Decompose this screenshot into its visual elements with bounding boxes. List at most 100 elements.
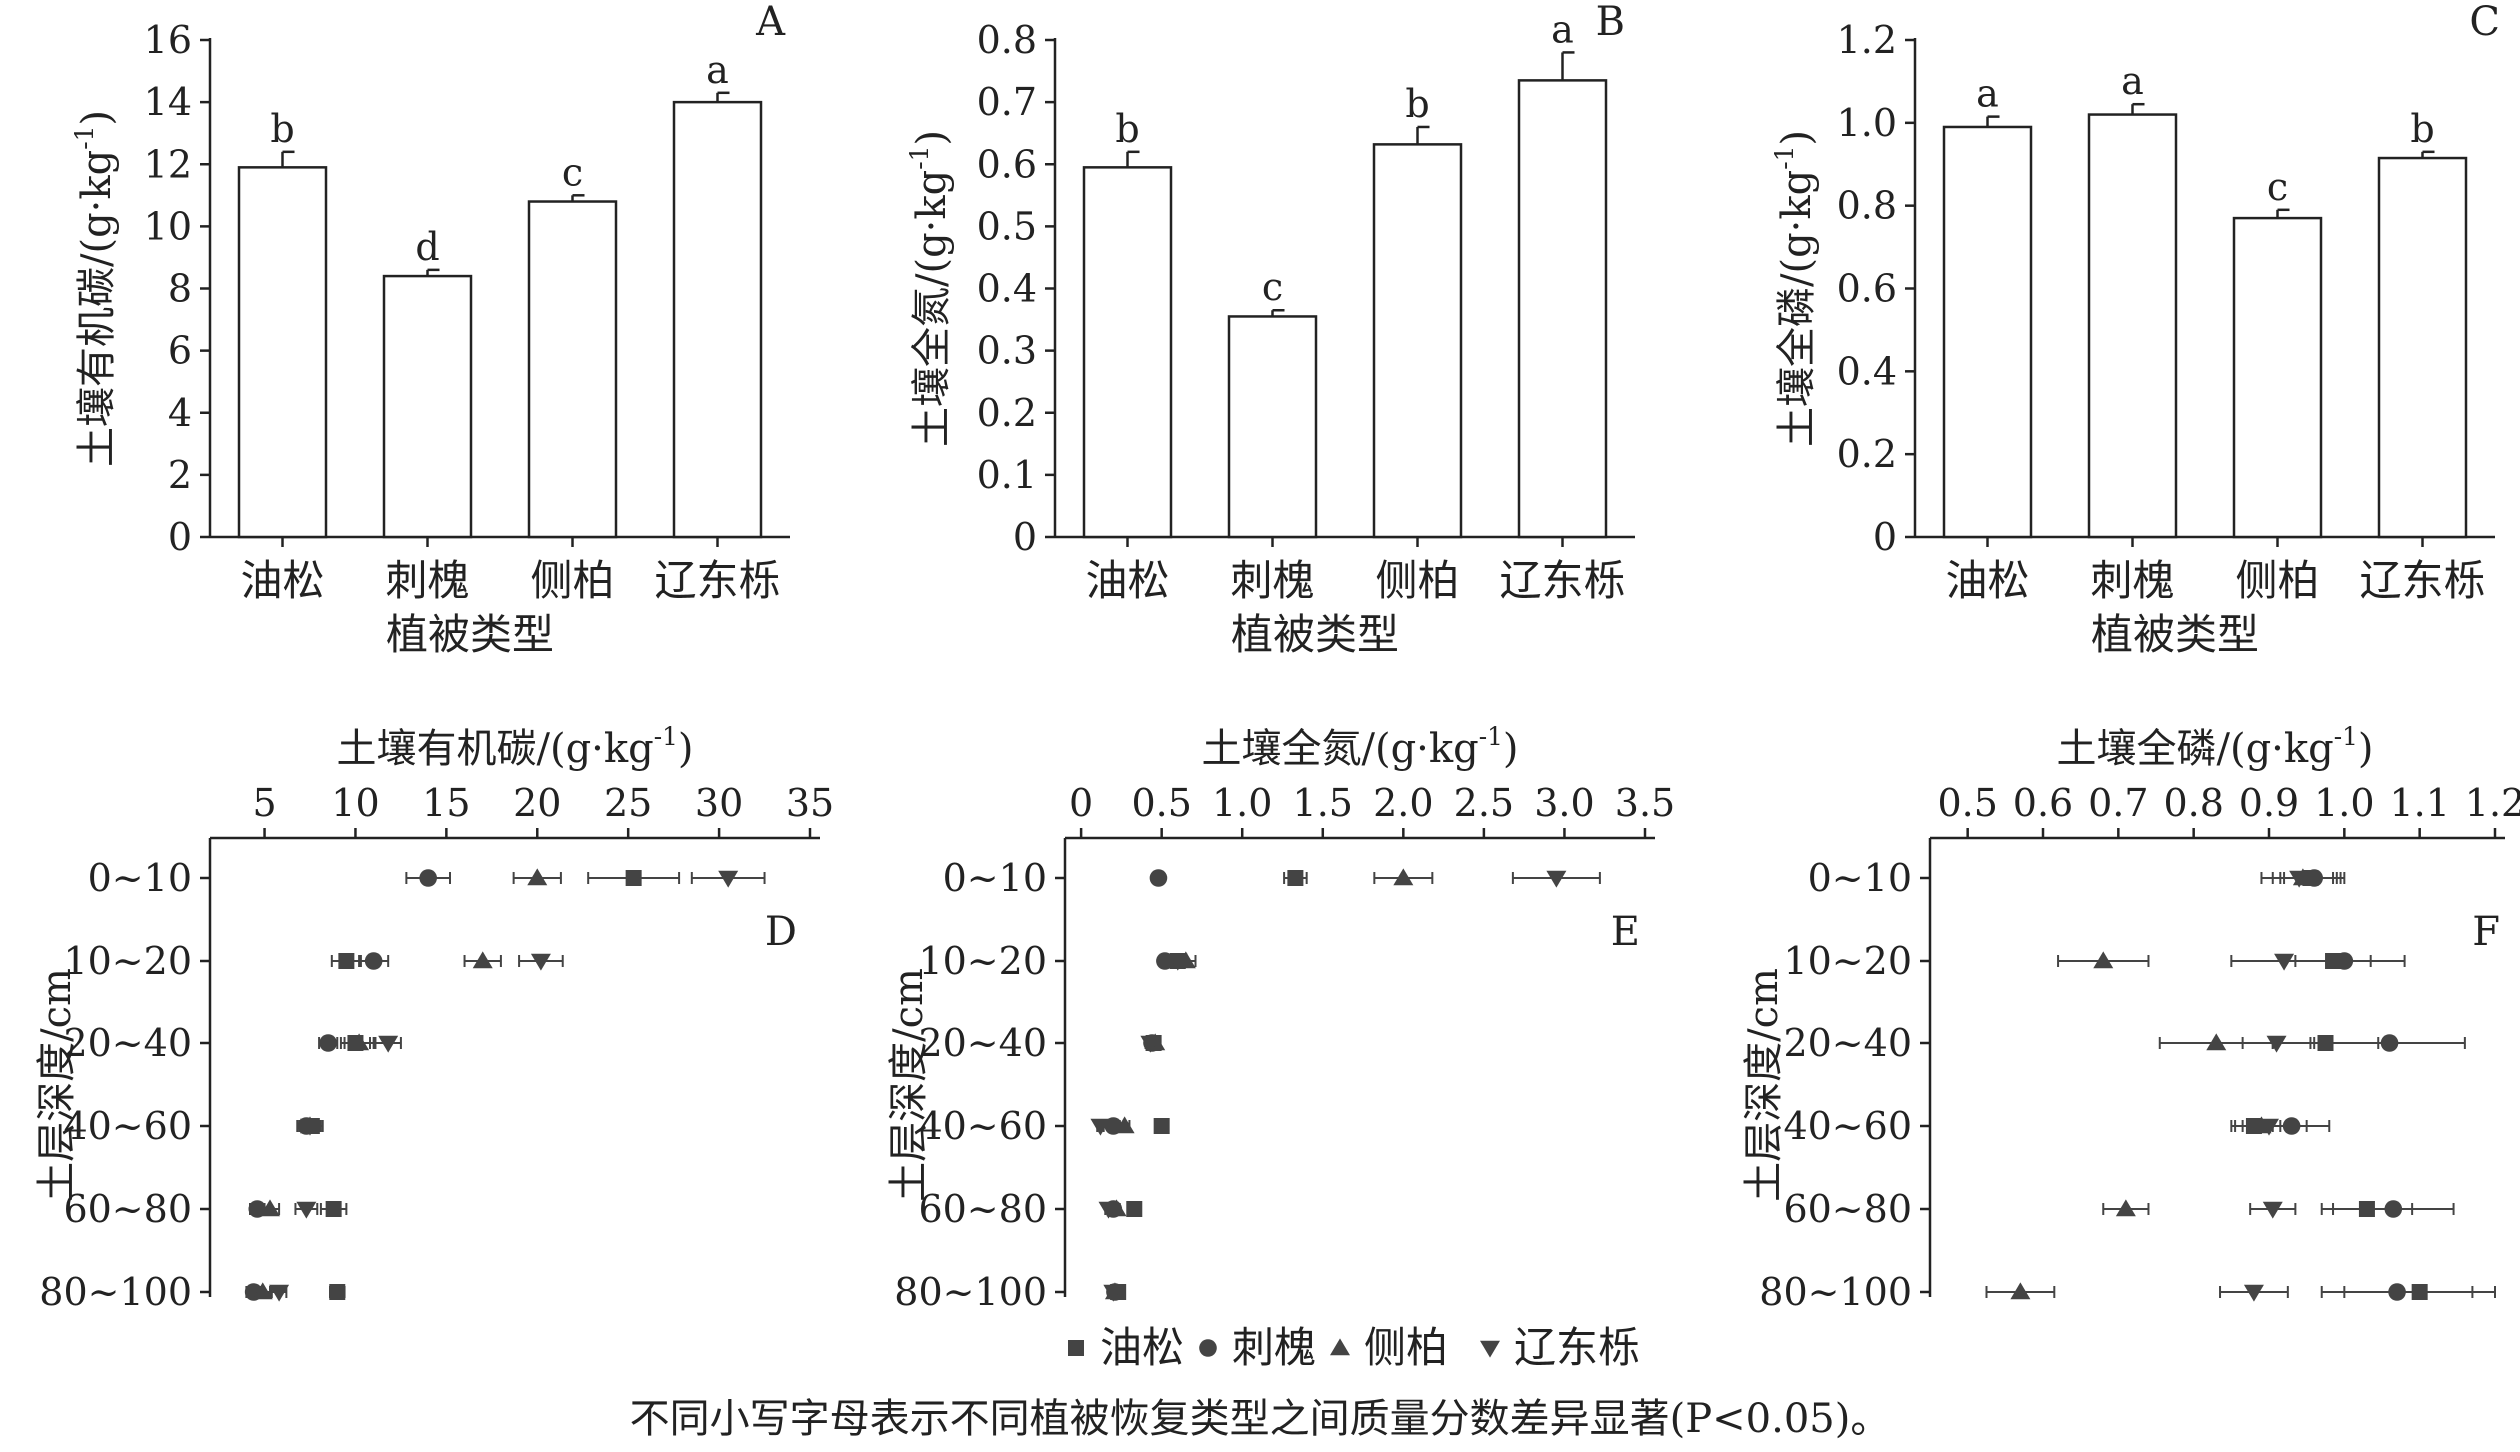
y-tick-label: 0: [1013, 515, 1037, 559]
y-axis-label-part: ): [74, 110, 120, 126]
y-tick-label: 0.7: [977, 80, 1037, 124]
y-tick-label: 16: [144, 18, 192, 62]
y-axis-label-text: 土层深度/cm: [886, 968, 932, 1202]
point-油松-60~80: [325, 1201, 342, 1217]
x-axis-label: 植被类型: [1231, 610, 1399, 659]
x-axis-label-part: ): [2358, 726, 2374, 772]
legend-label: 油松: [1100, 1323, 1184, 1372]
y-tick-label: 8: [168, 267, 192, 311]
bar-油松: [1082, 166, 1173, 539]
point-侧柏-60~80: [2115, 1199, 2136, 1217]
x-axis-label-text: 土壤全氮/(g·kg-1): [1201, 722, 1518, 772]
point-刺槐-80~100: [2388, 1283, 2406, 1301]
panel-label: B: [1596, 0, 1625, 45]
x-tick-label: 1.0: [2314, 781, 2374, 825]
bar-油松: [237, 166, 328, 539]
x-axis-label-part: 土壤全磷/(g·kg: [2056, 726, 2333, 772]
y-axis-label: 土层深度/cm: [886, 968, 932, 1202]
significance-letter: a: [1551, 7, 1574, 51]
significance-letter: d: [415, 225, 439, 269]
x-tick-label: 辽东栎: [2359, 556, 2485, 605]
y-axis-label: 土壤有机碳/(g·kg-1): [70, 110, 120, 467]
x-axis-label-part: ): [678, 726, 694, 772]
x-axis-label-sup: -1: [654, 722, 678, 751]
significance-letter: b: [1405, 82, 1429, 126]
legend-label: 刺槐: [1232, 1323, 1316, 1372]
point-辽东栎-0~10: [718, 870, 739, 888]
significance-letter: b: [2410, 107, 2434, 151]
point-油松-0~10: [625, 870, 642, 886]
point-辽东栎-10~20: [1167, 953, 1188, 971]
x-tick-label: 25: [604, 781, 652, 825]
x-tick-label: 0.8: [2163, 781, 2223, 825]
depth-label: 10~20: [918, 939, 1047, 983]
point-辽东栎-20~40: [378, 1035, 399, 1053]
bar-油松: [1942, 125, 2033, 539]
x-tick-label: 刺槐: [1230, 556, 1314, 605]
x-axis-label-part: 土壤全氮/(g·kg: [1201, 726, 1478, 772]
significance-letter: a: [706, 48, 729, 92]
x-axis-label-sup: -1: [1479, 722, 1503, 751]
point-辽东栎-10~20: [530, 953, 551, 971]
x-tick-label: 10: [331, 781, 379, 825]
bar-侧柏: [2232, 216, 2323, 539]
point-辽东栎-20~40: [1140, 1035, 1161, 1053]
bar-辽东栎: [1517, 79, 1608, 539]
panel-label: D: [765, 909, 797, 955]
x-tick-label: 0.6: [2013, 781, 2073, 825]
point-侧柏-40~60: [1114, 1116, 1135, 1134]
x-tick-label: 辽东栎: [654, 556, 780, 605]
x-tick-label: 0.9: [2239, 781, 2299, 825]
point-侧柏-60~80: [260, 1199, 280, 1217]
y-tick-label: 0.5: [977, 204, 1037, 248]
y-axis-label-part: ): [1774, 130, 1820, 146]
x-tick-label: 1.5: [1293, 781, 1353, 825]
bar-刺槐: [1227, 315, 1318, 539]
point-侧柏-80~100: [252, 1282, 273, 1300]
point-刺槐-0~10: [419, 869, 437, 887]
depth-label: 60~80: [918, 1187, 1047, 1231]
significance-letter: b: [270, 107, 294, 151]
y-tick-label: 0.4: [977, 267, 1037, 311]
y-axis-label-text: 土壤全磷/(g·kg-1): [1770, 130, 1820, 447]
x-tick-label: 1.1: [2389, 781, 2449, 825]
point-侧柏-80~100: [2010, 1282, 2031, 1300]
y-tick-label: 14: [144, 80, 192, 124]
x-tick-label: 1.0: [1212, 781, 1272, 825]
depth-label: 60~80: [63, 1187, 192, 1231]
x-tick-label: 20: [513, 781, 561, 825]
point-辽东栎-20~40: [2266, 1035, 2287, 1053]
x-axis-label: 土壤全氮/(g·kg-1): [1201, 722, 1518, 772]
y-tick-label: 0.6: [1837, 267, 1897, 311]
point-刺槐-10~20: [364, 952, 383, 970]
x-axis-label: 植被类型: [2091, 610, 2259, 659]
y-tick-label: 0.6: [977, 142, 1037, 186]
y-axis-label: 土层深度/cm: [34, 968, 80, 1202]
significance-letter: a: [2121, 59, 2144, 103]
y-axis-label-text: 土层深度/cm: [1741, 968, 1787, 1202]
x-tick-label: 油松: [1085, 556, 1169, 605]
x-tick-label: 3.0: [1534, 781, 1594, 825]
x-tick-label: 油松: [240, 556, 324, 605]
x-tick-label: 30: [695, 781, 743, 825]
significance-letter: c: [562, 150, 583, 194]
y-tick-label: 0.8: [1837, 184, 1897, 228]
point-刺槐-60~80: [2384, 1200, 2403, 1218]
x-tick-label: 侧柏: [2235, 556, 2319, 605]
depth-label: 0~10: [88, 856, 192, 900]
y-tick-label: 2: [168, 453, 192, 497]
depth-label: 20~40: [1783, 1021, 1912, 1065]
point-油松-60~80: [1126, 1201, 1143, 1217]
depth-panel-E: 0 0.5 1.0 1.5 2.0 2.5 3.0 3.5 土壤全氮/(g·kg-1) 0~10 1…: [886, 722, 1675, 1314]
x-tick-label: 2.5: [1454, 781, 1514, 825]
depth-label: 40~60: [1783, 1104, 1912, 1148]
point-辽东栎-40~60: [2259, 1118, 2279, 1136]
depth-label: 80~100: [39, 1270, 192, 1314]
x-axis-label: 土壤全磷/(g·kg-1): [2056, 722, 2373, 772]
y-tick-label: 12: [144, 142, 192, 186]
point-油松-80~100: [329, 1284, 346, 1300]
depth-label: 80~100: [1759, 1270, 1912, 1314]
y-axis-label-part: 土壤有机碳/(g·kg: [74, 150, 120, 467]
legend-marker-triangle-up: [1330, 1338, 1350, 1356]
point-辽东栎-80~100: [1103, 1284, 1124, 1302]
